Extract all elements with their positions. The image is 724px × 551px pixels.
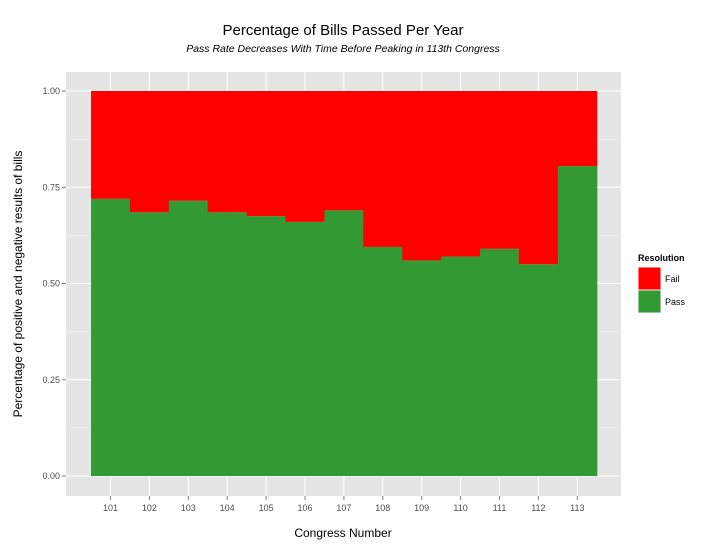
x-tick-label: 104 [220,503,235,513]
bar-pass-106 [285,221,326,476]
y-tick-label: 0.75 [42,182,60,192]
bar-fail-106 [285,91,326,222]
bar-pass-103 [168,200,209,476]
x-tick-label: 111 [493,503,507,513]
y-tick-label: 1.00 [42,86,60,96]
legend-label-fail: Fail [665,274,680,284]
chart-subtitle: Pass Rate Decreases With Time Before Pea… [186,43,500,55]
y-axis: 0.00 0.25 0.50 0.75 1.00 [42,86,66,481]
bar-pass-101 [91,198,131,477]
x-tick-label: 110 [453,503,467,513]
x-tick-label: 102 [142,503,157,513]
x-tick-label: 103 [181,503,196,513]
bar-fail-113 [557,91,598,167]
y-tick-label: 0.50 [42,279,60,289]
bar-fail-110 [441,91,481,257]
bar-fail-104 [207,91,248,213]
bar-pass-109 [402,260,442,476]
x-tick-label: 113 [570,503,584,513]
bar-pass-112 [518,264,559,476]
x-tick-label: 106 [297,503,312,513]
bar-pass-111 [480,248,520,476]
legend-swatch-pass [638,290,661,313]
bar-pass-113 [557,166,598,476]
bars [91,91,598,477]
bar-fail-112 [518,91,559,265]
bar-pass-102 [129,212,170,476]
y-tick-label: 0.00 [42,471,60,481]
bar-pass-108 [363,246,403,476]
bar-fail-102 [129,91,170,213]
x-axis-title: Congress Number [294,526,391,540]
x-tick-label: 101 [103,503,118,513]
y-axis-title: Percentage of positive and negative resu… [11,151,25,418]
bar-fail-108 [363,91,403,247]
x-tick-label: 108 [375,503,390,513]
bar-pass-110 [441,256,481,476]
y-tick-label: 0.25 [42,375,60,385]
x-tick-label: 109 [414,503,429,513]
legend-title: Resolution [638,253,685,263]
bar-pass-105 [246,216,287,476]
legend-label-pass: Pass [665,297,686,307]
legend: Resolution Fail Pass [638,253,686,313]
legend-swatch-fail [638,267,661,290]
bar-fail-107 [324,91,364,211]
x-axis: 101 102 103 104 105 106 107 108 109 110 111 112 113 [103,496,584,513]
bar-fail-101 [91,91,131,199]
bar-pass-107 [324,210,364,476]
x-tick-label: 107 [336,503,351,513]
x-tick-label: 105 [259,503,274,513]
bar-pass-104 [207,212,248,476]
bar-fail-111 [480,91,520,249]
x-tick-label: 112 [531,503,545,513]
chart-title: Percentage of Bills Passed Per Year [223,22,464,39]
bar-fail-109 [402,91,442,261]
bar-fail-105 [246,91,287,217]
bar-fail-103 [168,91,209,201]
